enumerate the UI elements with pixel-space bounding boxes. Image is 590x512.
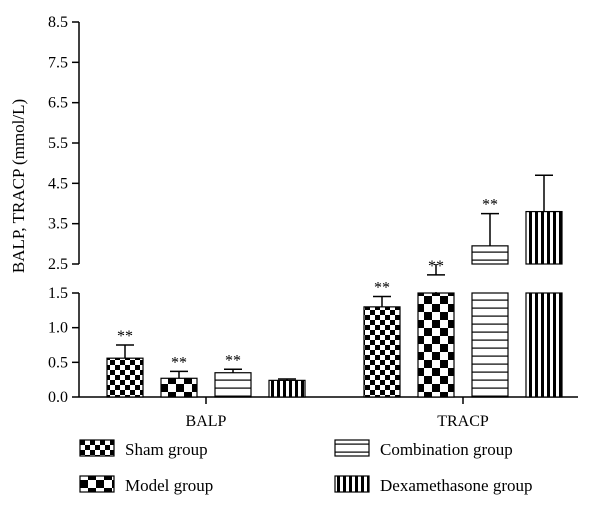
significance-label: ** xyxy=(171,354,187,371)
y-axis-ticks: 0.0 0.5 1.0 1.5 2.5 3.5 4.5 5.5 6.5 7.5 8.5 xyxy=(48,14,79,406)
y-tick-label: 1.5 xyxy=(48,285,68,302)
legend-label: Sham group xyxy=(125,440,208,459)
legend-label: Model group xyxy=(125,476,213,495)
y-tick-label: 3.5 xyxy=(48,216,68,233)
y-tick-label: 5.5 xyxy=(48,135,68,152)
x-axis-tick-labels: BALP TRACP xyxy=(186,397,489,430)
bar xyxy=(106,357,144,398)
bar-lower-segment xyxy=(471,292,509,398)
y-tick-label: 7.5 xyxy=(48,54,68,71)
y-tick-label: 2.5 xyxy=(48,256,68,273)
significance-label: ** xyxy=(225,352,241,369)
significance-label: ** xyxy=(428,258,444,275)
legend-label: Combination group xyxy=(380,440,513,459)
significance-label: ** xyxy=(482,197,498,214)
bar-lower-segment xyxy=(417,292,455,398)
y-tick-label: 8.5 xyxy=(48,14,68,31)
legend-swatch xyxy=(79,439,115,457)
bar xyxy=(214,372,252,398)
bar-lower-segment xyxy=(525,292,563,398)
bars: ** ** ** ** ** ** xyxy=(106,174,563,398)
significance-label: ** xyxy=(374,279,390,296)
legend: Sham group Model group Combination group De… xyxy=(79,439,532,495)
legend-label: Dexamethasone group xyxy=(380,476,532,495)
y-tick-label: 4.5 xyxy=(48,175,68,192)
legend-swatch xyxy=(79,475,115,493)
y-tick-label: 6.5 xyxy=(48,95,68,112)
bar xyxy=(160,377,198,398)
y-tick-label: 0.5 xyxy=(48,354,68,371)
bar xyxy=(363,306,401,398)
y-tick-label: 1.0 xyxy=(48,320,68,337)
legend-swatch xyxy=(334,475,370,493)
bar-upper-segment xyxy=(471,245,509,265)
y-axis-label: BALP, TRACP (mmol/L) xyxy=(9,99,28,273)
significance-label: ** xyxy=(117,328,133,345)
legend-swatch xyxy=(334,439,370,457)
x-tick-label: TRACP xyxy=(437,413,489,430)
bar xyxy=(268,379,306,398)
y-tick-label: 0.0 xyxy=(48,389,68,406)
bar-upper-segment xyxy=(525,210,563,265)
x-tick-label: BALP xyxy=(186,413,227,430)
